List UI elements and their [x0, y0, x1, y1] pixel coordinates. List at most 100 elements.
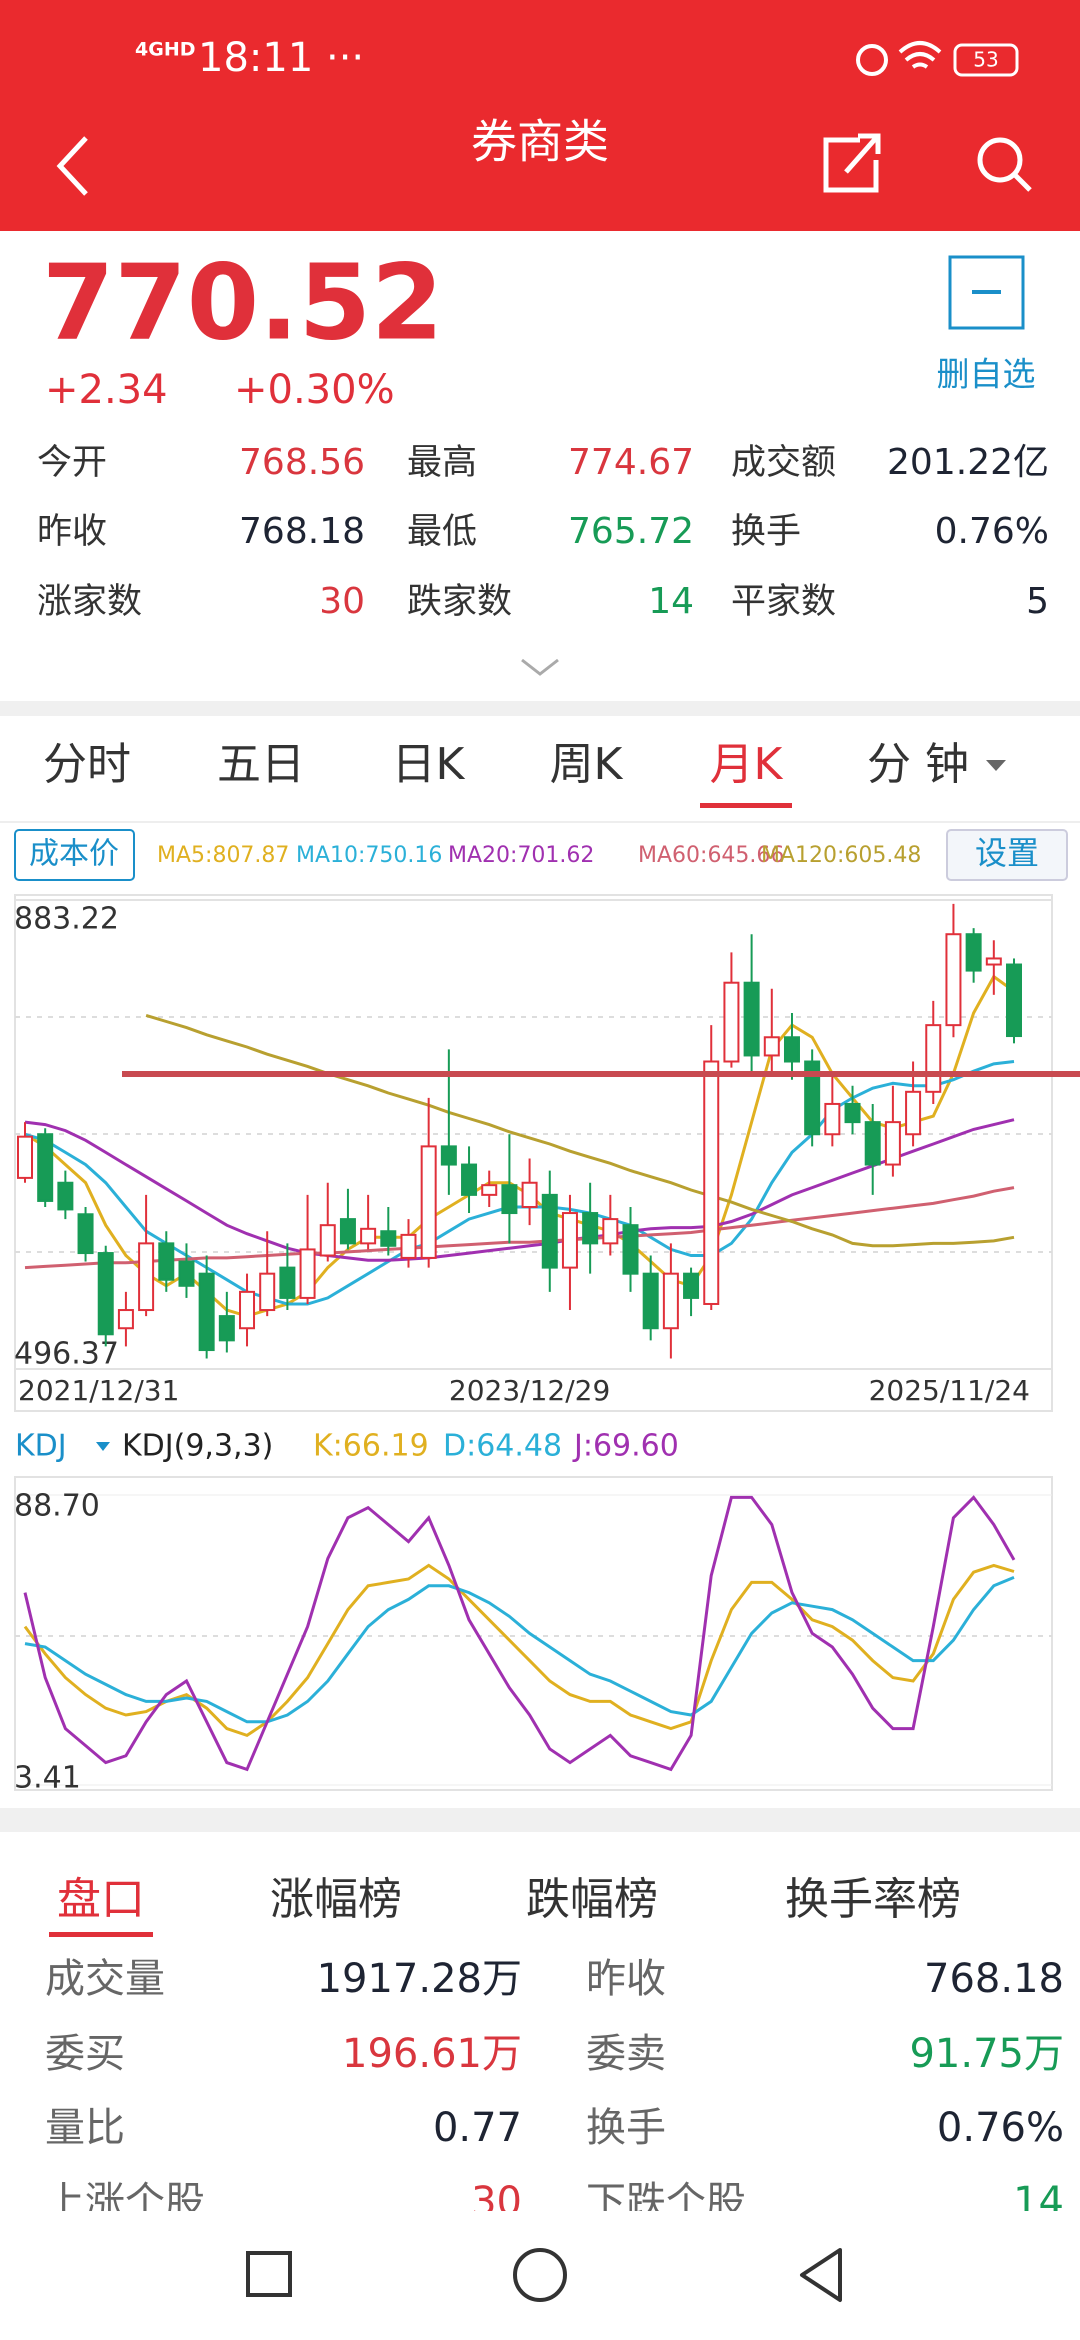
candle-body [561, 1212, 578, 1269]
kdj-frame [14, 1476, 1053, 1791]
list-tab[interactable]: 盘口 [57, 1874, 145, 1925]
dropdown-icon [986, 760, 1006, 771]
period-tab[interactable]: 五日 [217, 739, 305, 790]
candle-body [884, 1121, 901, 1166]
clock: 18:11 ··· [198, 35, 364, 81]
candle-body [158, 1242, 175, 1281]
candle-body [864, 1121, 881, 1166]
selector-arrow [96, 1442, 110, 1451]
cost-label[interactable]: 成本价 [29, 837, 119, 872]
candle-body [844, 1102, 861, 1124]
indicator-selector[interactable]: KDJ [15, 1429, 67, 1464]
chart-frame [14, 894, 1053, 1412]
stat-label: 平家数 [731, 582, 836, 622]
x-tick-label: 2025/11/24 [869, 1374, 1030, 1407]
recents-button[interactable] [246, 2251, 292, 2297]
candle-body [440, 1145, 457, 1166]
stat-value: 768.56 [239, 442, 365, 483]
kdj-line [23, 1563, 1015, 1738]
y-tick-label: 883.22 [14, 902, 119, 937]
nav-bar [0, 2211, 1080, 2340]
y-tick-label: 496.37 [14, 1337, 119, 1372]
list-tab[interactable]: 换手率榜 [785, 1874, 961, 1925]
period-tab[interactable]: 周K [550, 739, 624, 790]
legend-entry: J:69.60 [572, 1429, 679, 1464]
candle-body [763, 1036, 780, 1057]
candle-body [965, 933, 982, 972]
candle-body [97, 1252, 114, 1336]
list-tab[interactable]: 涨幅榜 [270, 1874, 402, 1925]
change-pct: +0.30% [234, 367, 395, 413]
candle-body [17, 1135, 33, 1179]
period-tab[interactable]: 分 钟 [867, 739, 969, 790]
legend-entry: D:64.48 [443, 1429, 562, 1464]
candle-body [703, 1060, 720, 1305]
stat-value: 14 [648, 581, 694, 622]
candle-body [57, 1181, 74, 1211]
wifi-icon [898, 41, 942, 69]
candle-body [582, 1212, 599, 1245]
candle-body [420, 1145, 437, 1259]
stat-value: 0.76% [935, 511, 1049, 552]
stat-value: 30 [319, 581, 365, 622]
change: +2.34 [45, 367, 168, 413]
watch-label[interactable]: 删自选 [937, 355, 1036, 394]
settings-button[interactable] [946, 829, 1068, 881]
period-tab[interactable]: 日K [392, 739, 466, 790]
home-button[interactable] [513, 2248, 567, 2302]
candle-body [541, 1193, 558, 1269]
period-tab[interactable]: 分时 [43, 739, 131, 790]
page-title: 券商类 [471, 115, 609, 169]
back-button[interactable] [56, 136, 88, 196]
list-tab[interactable]: 跌幅榜 [526, 1874, 658, 1925]
settings-label[interactable]: 设置 [975, 834, 1039, 872]
candle-body [642, 1272, 659, 1330]
candle-body [299, 1248, 316, 1299]
market-value: 196.61万 [342, 2031, 522, 2077]
search-button[interactable] [977, 137, 1023, 183]
watch-button[interactable] [948, 255, 1025, 330]
candle-body [461, 1163, 478, 1196]
market-value: 1917.28万 [317, 1956, 522, 2002]
market-value: 0.76% [937, 2105, 1064, 2151]
cost-button[interactable] [14, 829, 135, 881]
ma-line [24, 1118, 1015, 1262]
candle-body [622, 1224, 639, 1275]
period-tab[interactable]: 月K [710, 739, 784, 790]
legend-entry: MA60:645.66 [638, 843, 784, 868]
market-label: 委卖 [586, 2031, 666, 2077]
expand-chevron[interactable] [521, 658, 559, 676]
market-label: 换手 [586, 2105, 666, 2151]
back-nav-button[interactable] [800, 2248, 842, 2302]
network: 4GHD [135, 39, 196, 61]
stat-value: 201.22亿 [887, 442, 1049, 483]
stat-label: 涨家数 [37, 582, 142, 622]
candle-body [683, 1272, 700, 1299]
x-tick-label: 2023/12/29 [449, 1374, 610, 1407]
battery [953, 43, 1019, 77]
candle-body [37, 1133, 54, 1202]
legend-entry: MA120:605.48 [761, 843, 921, 868]
search-handle [1013, 173, 1032, 192]
market-label: 量比 [45, 2105, 125, 2151]
stat-label: 昨收 [37, 512, 107, 552]
stat-value: 5 [1026, 581, 1049, 622]
stat-label: 跌家数 [407, 582, 512, 622]
market-label: 成交量 [45, 1956, 165, 2002]
tab-underline [49, 1932, 153, 1937]
share-button[interactable] [823, 133, 881, 193]
candle-body [259, 1272, 276, 1312]
chart-dashes [15, 1016, 1052, 1253]
y-tick-label: 3.41 [14, 1761, 81, 1796]
market-value: 91.75万 [909, 2031, 1064, 2077]
divider [0, 1808, 1080, 1832]
stat-label: 最低 [407, 512, 477, 552]
candle-body [198, 1272, 215, 1352]
candle-body [138, 1242, 155, 1312]
candle-body [400, 1233, 417, 1259]
candle-body [662, 1272, 679, 1330]
candle-body [380, 1230, 397, 1247]
indicator-name: KDJ(9,3,3) [122, 1429, 273, 1464]
stat-label: 成交额 [731, 443, 836, 483]
